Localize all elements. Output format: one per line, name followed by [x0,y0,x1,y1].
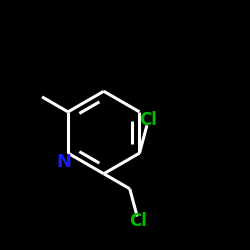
Text: Cl: Cl [139,111,157,129]
Text: N: N [56,153,71,171]
Text: Cl: Cl [130,212,147,230]
